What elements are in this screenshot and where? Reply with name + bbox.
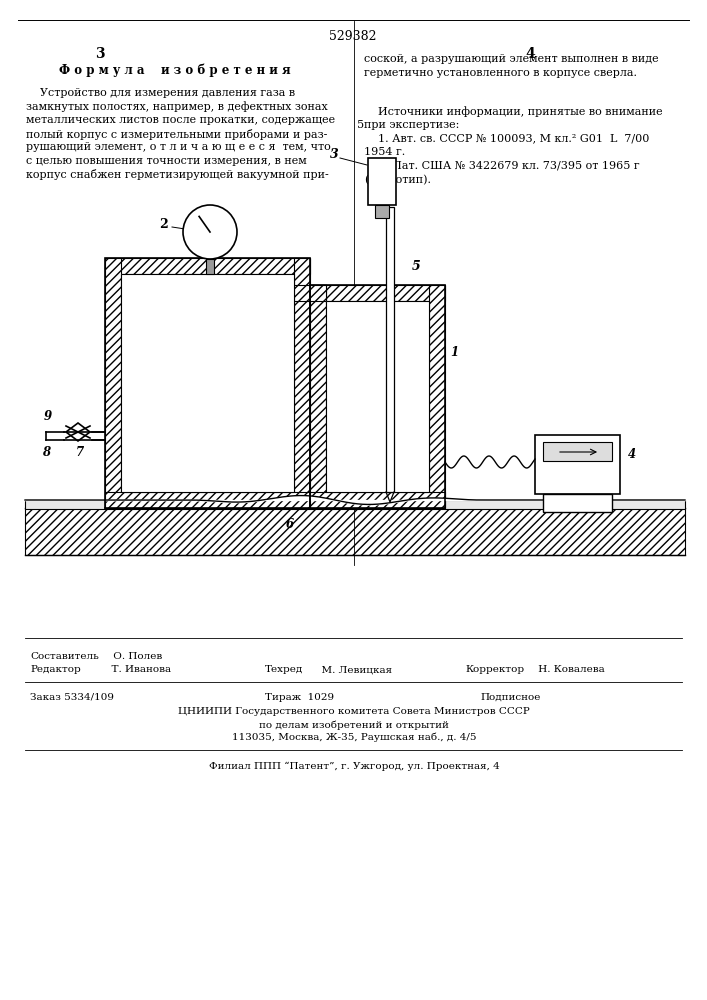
Text: Ф о р м у л а    и з о б р е т е н и я: Ф о р м у л а и з о б р е т е н и я <box>59 63 291 77</box>
Bar <box>294 258 310 508</box>
Bar <box>105 258 310 508</box>
Text: Техред: Техред <box>265 665 303 674</box>
Text: соской, а разрушающий элемент выполнен в виде: соской, а разрушающий элемент выполнен в… <box>364 54 659 64</box>
Bar <box>310 285 445 301</box>
Bar <box>294 285 326 301</box>
Bar <box>368 158 396 205</box>
Text: ЦНИИПИ Государственного комитета Совета Министров СССР: ЦНИИПИ Государственного комитета Совета … <box>178 707 530 716</box>
Bar <box>543 442 612 461</box>
Text: с целью повышения точности измерения, в нем: с целью повышения точности измерения, в … <box>26 155 307 165</box>
Text: 4: 4 <box>525 47 535 61</box>
Text: Устройство для измерения давления газа в: Устройство для измерения давления газа в <box>26 88 295 98</box>
Text: Т. Иванова: Т. Иванова <box>105 665 171 674</box>
Text: 529382: 529382 <box>329 29 377 42</box>
Bar <box>105 492 310 508</box>
Text: 5: 5 <box>357 120 364 130</box>
Circle shape <box>183 205 237 259</box>
Text: корпус снабжен герметизирующей вакуумной при-: корпус снабжен герметизирующей вакуумной… <box>26 169 329 180</box>
Text: Подписное: Подписное <box>480 693 540 702</box>
Text: 10: 10 <box>123 446 139 460</box>
Text: металлических листов после прокатки, содержащее: металлических листов после прокатки, сод… <box>26 115 335 125</box>
Bar <box>121 274 294 492</box>
Bar <box>429 285 445 508</box>
Text: 1. Авт. св. СССР № 100093, М кл.² G01  L  7/00: 1. Авт. св. СССР № 100093, М кл.² G01 L … <box>364 133 649 143</box>
Text: 113035, Москва, Ж-35, Раушская наб., д. 4/5: 113035, Москва, Ж-35, Раушская наб., д. … <box>232 733 477 742</box>
Text: 6: 6 <box>286 518 294 530</box>
Bar <box>326 301 429 492</box>
Text: герметично установленного в корпусе сверла.: герметично установленного в корпусе свер… <box>364 68 637 78</box>
Text: полый корпус с измерительными приборами и раз-: полый корпус с измерительными приборами … <box>26 128 327 139</box>
Bar <box>25 500 685 509</box>
Bar <box>375 205 389 218</box>
Text: Источники информации, принятые во внимание: Источники информации, принятые во вниман… <box>364 106 662 117</box>
Text: 2. Пат. США № 3422679 кл. 73/395 от 1965 г: 2. Пат. США № 3422679 кл. 73/395 от 1965… <box>364 160 640 170</box>
Text: 3: 3 <box>329 148 339 161</box>
Bar <box>386 207 394 492</box>
Text: 1954 г.: 1954 г. <box>364 147 405 157</box>
Text: при экспертизе:: при экспертизе: <box>364 120 460 130</box>
Text: 3: 3 <box>95 47 105 61</box>
Text: Корректор: Корректор <box>465 665 524 674</box>
Text: М. Левицкая: М. Левицкая <box>315 665 392 674</box>
Bar <box>105 258 121 508</box>
Bar <box>543 494 612 512</box>
Bar <box>535 435 620 494</box>
Bar <box>310 285 326 508</box>
Bar <box>121 274 294 492</box>
Text: Филиал ППП “Патент”, г. Ужгород, ул. Проектная, 4: Филиал ППП “Патент”, г. Ужгород, ул. Про… <box>209 762 499 771</box>
Bar <box>105 258 310 274</box>
Text: по делам изобретений и открытий: по делам изобретений и открытий <box>259 720 449 730</box>
Bar <box>310 285 445 508</box>
Text: 7: 7 <box>76 446 84 458</box>
Text: 9: 9 <box>44 410 52 422</box>
Bar <box>326 301 429 492</box>
Text: замкнутых полостях, например, в дефектных зонах: замкнутых полостях, например, в дефектны… <box>26 102 328 112</box>
Text: рушающий элемент, о т л и ч а ю щ е е с я  тем, что,: рушающий элемент, о т л и ч а ю щ е е с … <box>26 142 334 152</box>
Text: (прототип).: (прототип). <box>364 174 431 185</box>
Text: 1: 1 <box>450 347 458 360</box>
Text: Редактор: Редактор <box>30 665 81 674</box>
Text: 4: 4 <box>628 448 636 462</box>
Text: Заказ 5334/109: Заказ 5334/109 <box>30 693 114 702</box>
Bar <box>310 492 445 508</box>
Text: Н. Ковалева: Н. Ковалева <box>535 665 604 674</box>
Text: 2: 2 <box>160 218 168 231</box>
Bar <box>206 259 214 274</box>
Text: О. Полев: О. Полев <box>110 652 162 661</box>
Bar <box>25 508 685 555</box>
Text: Тираж  1029: Тираж 1029 <box>265 693 334 702</box>
Text: Составитель: Составитель <box>30 652 99 661</box>
Text: 5: 5 <box>412 260 421 273</box>
Text: 8: 8 <box>42 446 50 458</box>
